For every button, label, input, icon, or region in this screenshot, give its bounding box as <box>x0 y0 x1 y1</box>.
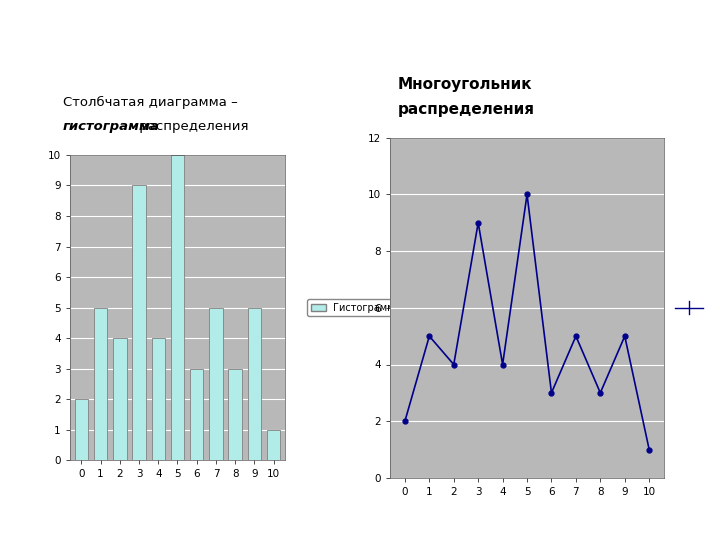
Bar <box>151 338 165 460</box>
Bar <box>132 186 145 460</box>
Bar <box>267 430 280 460</box>
Bar <box>113 338 127 460</box>
Bar <box>190 368 204 460</box>
Text: распределения: распределения <box>397 102 534 117</box>
Bar <box>94 308 107 460</box>
Bar <box>248 308 261 460</box>
Bar <box>171 155 184 460</box>
Legend: Гистограмма 7: Гистограмма 7 <box>307 299 414 316</box>
Text: Столбчатая диаграмма –: Столбчатая диаграмма – <box>63 96 238 109</box>
Bar <box>228 368 242 460</box>
Text: распределения: распределения <box>135 120 248 133</box>
Text: Многоугольник: Многоугольник <box>397 77 532 92</box>
Bar <box>75 399 88 460</box>
Bar <box>210 308 222 460</box>
Text: гистограмма: гистограмма <box>63 120 160 133</box>
